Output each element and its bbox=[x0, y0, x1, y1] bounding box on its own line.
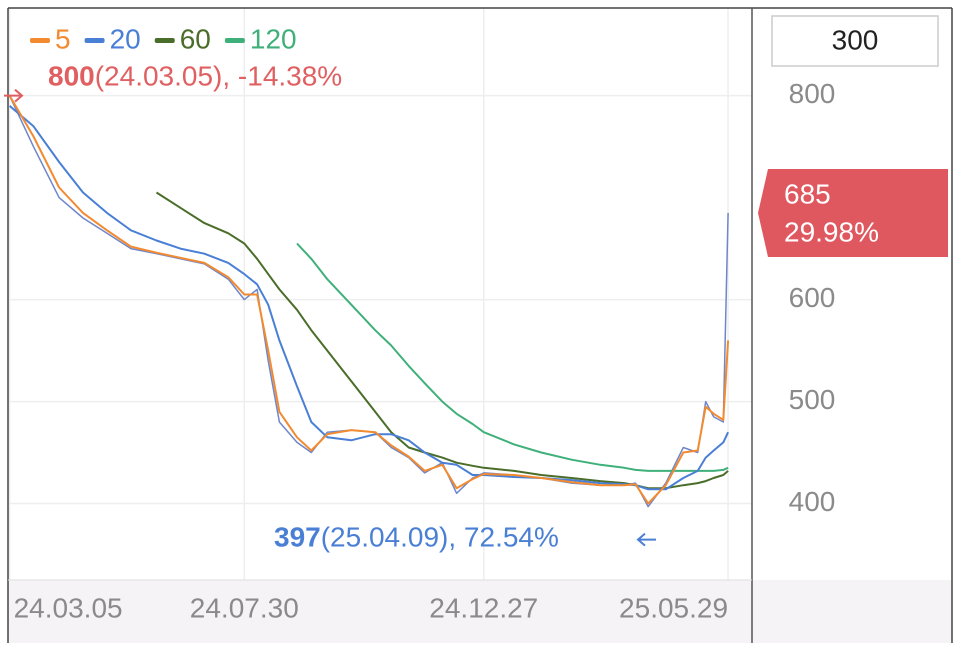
y-tick-label: 800 bbox=[789, 78, 836, 109]
low-label: 397(25.04.09), 72.54% bbox=[274, 522, 559, 553]
x-tick-label: 24.12.27 bbox=[429, 592, 538, 623]
period-box[interactable] bbox=[771, 15, 939, 67]
legend-label: 60 bbox=[180, 23, 211, 54]
annotations: 800(24.03.05), -14.38% 397(25.04.09), 72.… bbox=[4, 61, 656, 553]
ma-line bbox=[296, 242, 729, 472]
y-tick-label: 400 bbox=[789, 486, 836, 517]
legend-label: 5 bbox=[55, 23, 71, 54]
low-arrow bbox=[636, 532, 656, 547]
plot bbox=[8, 95, 730, 508]
y-tick-label: 500 bbox=[789, 384, 836, 415]
x-tick-label: 24.03.05 bbox=[14, 592, 123, 623]
x-axis-band bbox=[8, 580, 952, 643]
legend-swatch bbox=[224, 38, 245, 43]
low-price: 397 bbox=[274, 522, 321, 553]
period-value[interactable]: 300 bbox=[832, 24, 879, 55]
ma-line bbox=[8, 105, 730, 491]
last-price: 685 bbox=[784, 178, 831, 209]
last-price-tag bbox=[758, 168, 948, 257]
last-change: 29.98% bbox=[784, 216, 879, 247]
legend-label: 20 bbox=[110, 23, 141, 54]
x-tick-label: 25.05.29 bbox=[619, 592, 728, 623]
legend-swatch bbox=[84, 38, 105, 43]
high-price: 800 bbox=[48, 61, 95, 92]
y-tick-label: 600 bbox=[789, 282, 836, 313]
legend-swatch bbox=[30, 38, 50, 43]
ma-line bbox=[8, 95, 730, 505]
high-detail: (24.03.05), -14.38% bbox=[95, 61, 343, 92]
legend-swatch bbox=[154, 38, 175, 43]
x-tick-label: 24.07.30 bbox=[190, 592, 299, 623]
legend: 5 20 60 120 bbox=[30, 23, 297, 54]
grid bbox=[8, 8, 752, 580]
high-label: 800(24.03.05), -14.38% bbox=[48, 61, 342, 92]
low-detail: (25.04.09), 72.54% bbox=[321, 522, 559, 553]
ma-line bbox=[155, 191, 729, 490]
high-arrow bbox=[4, 88, 24, 103]
legend-label: 120 bbox=[250, 23, 297, 54]
